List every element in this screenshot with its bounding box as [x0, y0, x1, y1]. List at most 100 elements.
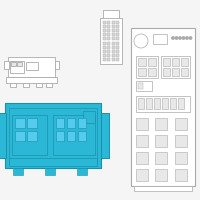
Bar: [15, 131, 25, 141]
Bar: [163, 58, 170, 66]
Bar: [53, 115, 95, 155]
Bar: [0, 113, 6, 158]
Circle shape: [182, 37, 185, 39]
Bar: [36, 83, 42, 87]
Bar: [102, 32, 106, 36]
Bar: [9, 108, 97, 163]
Bar: [55, 61, 59, 69]
Bar: [106, 46, 110, 48]
Bar: [106, 42, 110, 45]
Bar: [112, 24, 114, 27]
Bar: [116, 21, 118, 23]
Bar: [67, 131, 75, 141]
Bar: [146, 98, 152, 109]
Bar: [112, 21, 114, 23]
Bar: [136, 96, 190, 112]
Bar: [116, 58, 118, 60]
Bar: [162, 98, 168, 109]
Bar: [4, 61, 9, 69]
Bar: [27, 118, 37, 128]
Bar: [172, 68, 179, 76]
Bar: [106, 49, 110, 52]
Bar: [155, 118, 167, 130]
Bar: [175, 135, 187, 147]
Bar: [56, 131, 64, 141]
Bar: [116, 36, 118, 40]
Bar: [106, 21, 110, 23]
Circle shape: [175, 37, 178, 39]
Bar: [112, 36, 114, 40]
Bar: [103, 10, 119, 20]
Bar: [102, 24, 106, 27]
Bar: [136, 118, 148, 130]
Bar: [136, 56, 158, 78]
Bar: [106, 28, 110, 31]
Bar: [161, 56, 190, 78]
Bar: [178, 98, 184, 109]
Bar: [23, 83, 29, 87]
Bar: [155, 152, 167, 164]
Circle shape: [186, 37, 188, 39]
Bar: [78, 131, 86, 141]
Bar: [15, 118, 25, 128]
Bar: [112, 42, 114, 45]
Bar: [116, 49, 118, 52]
Bar: [138, 83, 143, 89]
Bar: [13, 168, 23, 175]
Bar: [26, 62, 38, 70]
Bar: [17, 62, 22, 66]
Bar: [112, 58, 114, 60]
Bar: [5, 103, 101, 168]
Bar: [155, 135, 167, 147]
Bar: [136, 135, 148, 147]
Bar: [9, 158, 97, 166]
Bar: [136, 152, 148, 164]
Bar: [116, 32, 118, 36]
Bar: [181, 68, 188, 76]
Circle shape: [189, 37, 192, 39]
Bar: [116, 28, 118, 31]
Bar: [155, 169, 167, 181]
Bar: [116, 42, 118, 45]
Bar: [138, 68, 146, 76]
Bar: [136, 81, 152, 91]
Bar: [11, 62, 16, 66]
Bar: [153, 34, 167, 44]
Bar: [112, 49, 114, 52]
Bar: [172, 58, 179, 66]
Bar: [83, 111, 95, 123]
Bar: [148, 58, 156, 66]
Bar: [10, 83, 16, 87]
Bar: [8, 57, 55, 77]
Bar: [175, 118, 187, 130]
Circle shape: [179, 37, 181, 39]
Bar: [112, 53, 114, 56]
Bar: [27, 131, 37, 141]
Bar: [136, 169, 148, 181]
Bar: [102, 49, 106, 52]
Bar: [56, 118, 64, 128]
Bar: [46, 83, 52, 87]
Bar: [6, 77, 57, 83]
Bar: [12, 115, 47, 155]
Bar: [102, 46, 106, 48]
Bar: [154, 98, 160, 109]
Bar: [45, 168, 55, 175]
Bar: [102, 28, 106, 31]
Bar: [102, 36, 106, 40]
Bar: [101, 113, 109, 158]
Bar: [106, 36, 110, 40]
Bar: [106, 32, 110, 36]
Bar: [112, 28, 114, 31]
Bar: [106, 53, 110, 56]
Bar: [102, 53, 106, 56]
Bar: [138, 98, 144, 109]
Bar: [106, 24, 110, 27]
Bar: [102, 58, 106, 60]
Bar: [112, 32, 114, 36]
Bar: [163, 68, 170, 76]
Bar: [175, 152, 187, 164]
Bar: [116, 24, 118, 27]
Bar: [10, 61, 24, 73]
Circle shape: [134, 34, 148, 48]
